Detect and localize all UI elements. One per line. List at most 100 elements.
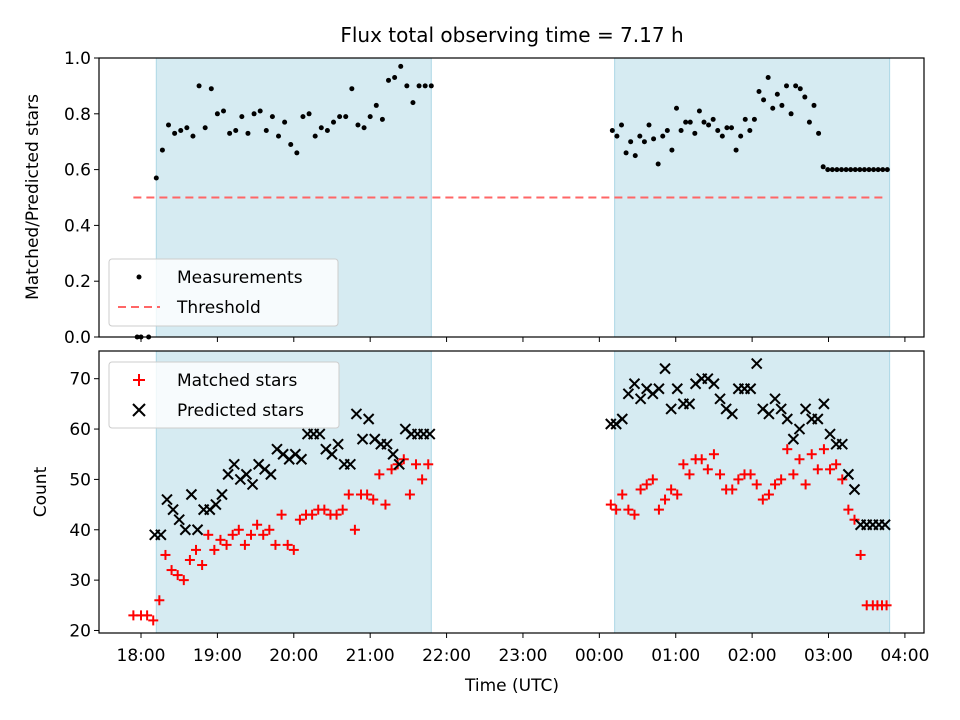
predicted-star-point	[246, 478, 259, 491]
measurement-point	[367, 114, 373, 120]
measurement-point	[664, 128, 670, 134]
xtick-label: 04:00	[880, 646, 929, 666]
measurement-point	[221, 108, 227, 114]
matched-star-point	[246, 529, 257, 540]
bottom-ytick-label: 40	[69, 521, 91, 541]
predicted-star-point	[616, 413, 628, 425]
matched-star-point	[197, 560, 208, 571]
predicted-star-point	[191, 524, 204, 536]
matched-star-point	[611, 504, 622, 515]
measurement-point	[214, 111, 220, 117]
matched-star-point	[239, 539, 250, 550]
predicted-star-point	[228, 458, 240, 471]
predicted-star-point	[332, 438, 344, 450]
measurement-point	[386, 77, 392, 83]
measurement-point	[816, 130, 822, 136]
measurement-point	[294, 150, 300, 156]
bottom-panel: 18:00 19:00 20:00 21:00 22:00 23:00 00:00 01:00…	[31, 350, 929, 696]
matched-star-point	[794, 454, 805, 465]
predicted-star-point	[240, 468, 253, 481]
predicted-star-point	[362, 413, 375, 425]
matched-star-point	[215, 534, 226, 545]
matched-star-point	[233, 524, 244, 535]
measurement-point	[153, 175, 159, 181]
predicted-star-point	[381, 438, 393, 450]
predicted-star-point	[622, 388, 635, 400]
measurement-point	[306, 111, 312, 117]
matched-star-point	[423, 459, 434, 470]
matched-star-point	[623, 504, 634, 515]
matched-star-point	[635, 484, 646, 495]
measurement-point	[190, 133, 196, 139]
matched-star-point	[763, 489, 774, 500]
predicted-star-point	[628, 378, 641, 390]
predicted-star-point	[173, 513, 185, 526]
predicted-star-point	[295, 453, 308, 465]
measurement-point	[669, 147, 675, 153]
matched-star-point	[258, 529, 269, 540]
measurement-point	[674, 105, 679, 111]
predicted-star-point	[744, 383, 757, 395]
bottom-ylabel: Count	[31, 466, 51, 517]
measurement-point	[178, 128, 184, 134]
measurement-point	[349, 86, 355, 92]
measurement-point	[747, 128, 753, 134]
measurement-point	[184, 125, 190, 131]
xtick-label: 00:00	[575, 646, 624, 666]
matched-star-point	[672, 489, 683, 500]
matched-star-point	[331, 509, 342, 520]
matched-star-point	[849, 514, 860, 525]
measurement-point	[398, 63, 404, 69]
matched-star-point	[282, 539, 293, 550]
matched-star-point	[148, 615, 159, 626]
bottom-ytick-label: 20	[69, 621, 91, 641]
measurement-point	[428, 83, 434, 89]
matched-star-point	[653, 504, 664, 515]
matched-star-point	[142, 610, 153, 621]
shaded-span	[614, 350, 891, 634]
measurement-point	[651, 136, 657, 142]
matched-star-point	[160, 549, 171, 560]
predicted-star-point	[769, 393, 781, 405]
matched-star-point	[374, 469, 385, 480]
predicted-star-point	[799, 403, 812, 415]
measurement-point	[239, 114, 245, 120]
predicted-star-point	[350, 408, 363, 420]
measurement-point	[288, 141, 294, 147]
matched-star-point	[307, 509, 318, 520]
matched-star-point	[788, 469, 799, 480]
top-ytick-label: 0.6	[64, 161, 91, 181]
matched-star-point	[203, 529, 214, 540]
matched-star-point	[178, 575, 189, 586]
predicted-star-point	[812, 413, 824, 425]
bottom-ytick-label: 30	[69, 571, 91, 591]
matched-star-point	[221, 539, 232, 550]
predicted-star-point	[879, 519, 891, 531]
matched-star-point	[666, 484, 677, 495]
measurement-point	[257, 108, 263, 114]
predicted-star-point	[265, 468, 277, 481]
measurement-point	[373, 102, 379, 108]
predicted-star-point	[824, 428, 836, 440]
predicted-star-point	[356, 433, 369, 445]
measurement-point	[692, 130, 698, 136]
measurement-point	[701, 119, 707, 125]
measurement-point	[619, 122, 624, 128]
measurement-point	[839, 167, 844, 173]
predicted-star-point	[393, 458, 405, 471]
matched-star-point	[647, 474, 658, 485]
measurement-point	[623, 150, 629, 156]
xtick-label: 19:00	[193, 646, 242, 666]
xtick-label: 02:00	[728, 646, 777, 666]
measurement-point	[628, 139, 634, 145]
matched-star-point	[417, 474, 428, 485]
matched-star-point	[270, 539, 281, 550]
measurement-point	[196, 83, 202, 89]
measurement-point	[318, 125, 324, 131]
measurement-point	[202, 125, 208, 131]
matched-star-point	[770, 479, 781, 490]
measurement-point	[806, 119, 812, 125]
xtick-label: 18:00	[117, 646, 166, 666]
measurement-point	[774, 91, 780, 97]
predicted-star-point	[387, 448, 399, 460]
